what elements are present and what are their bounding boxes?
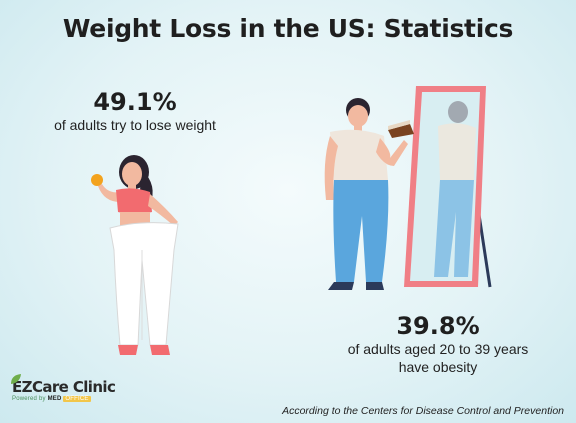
logo: EZCare Clinic Powered by MED OFFICE (11, 374, 116, 402)
woman-mirror-illustration (324, 86, 492, 290)
stat-left-description: of adults try to lose weight (54, 117, 216, 133)
source-citation: According to the Centers for Disease Con… (282, 405, 564, 417)
logo-powered-tag: OFFICE (63, 396, 91, 402)
logo-powered-by: Powered by MED OFFICE (12, 396, 115, 402)
stat-left-value: 49.1% (93, 88, 177, 116)
stat-right: 39.8% of adults aged 20 to 39 years have… (300, 312, 576, 376)
logo-powered-brand: MED (47, 396, 62, 402)
woman-loose-pants-illustration (91, 155, 179, 355)
stat-right-value: 39.8% (396, 312, 480, 340)
stat-left: 49.1% of adults try to lose weight (40, 88, 230, 134)
page-title: Weight Loss in the US: Statistics (62, 14, 514, 43)
stat-right-description-line1: of adults aged 20 to 39 years (347, 341, 529, 357)
logo-brand: EZCare Clinic (12, 378, 116, 396)
leaf-logo-icon (11, 374, 21, 384)
logo-brand-rest: Care Clinic (31, 378, 116, 396)
stat-right-description-line2: have obesity (398, 359, 478, 375)
logo-brand-ez: EZ (12, 378, 33, 396)
logo-powered-text: Powered by (12, 396, 46, 402)
